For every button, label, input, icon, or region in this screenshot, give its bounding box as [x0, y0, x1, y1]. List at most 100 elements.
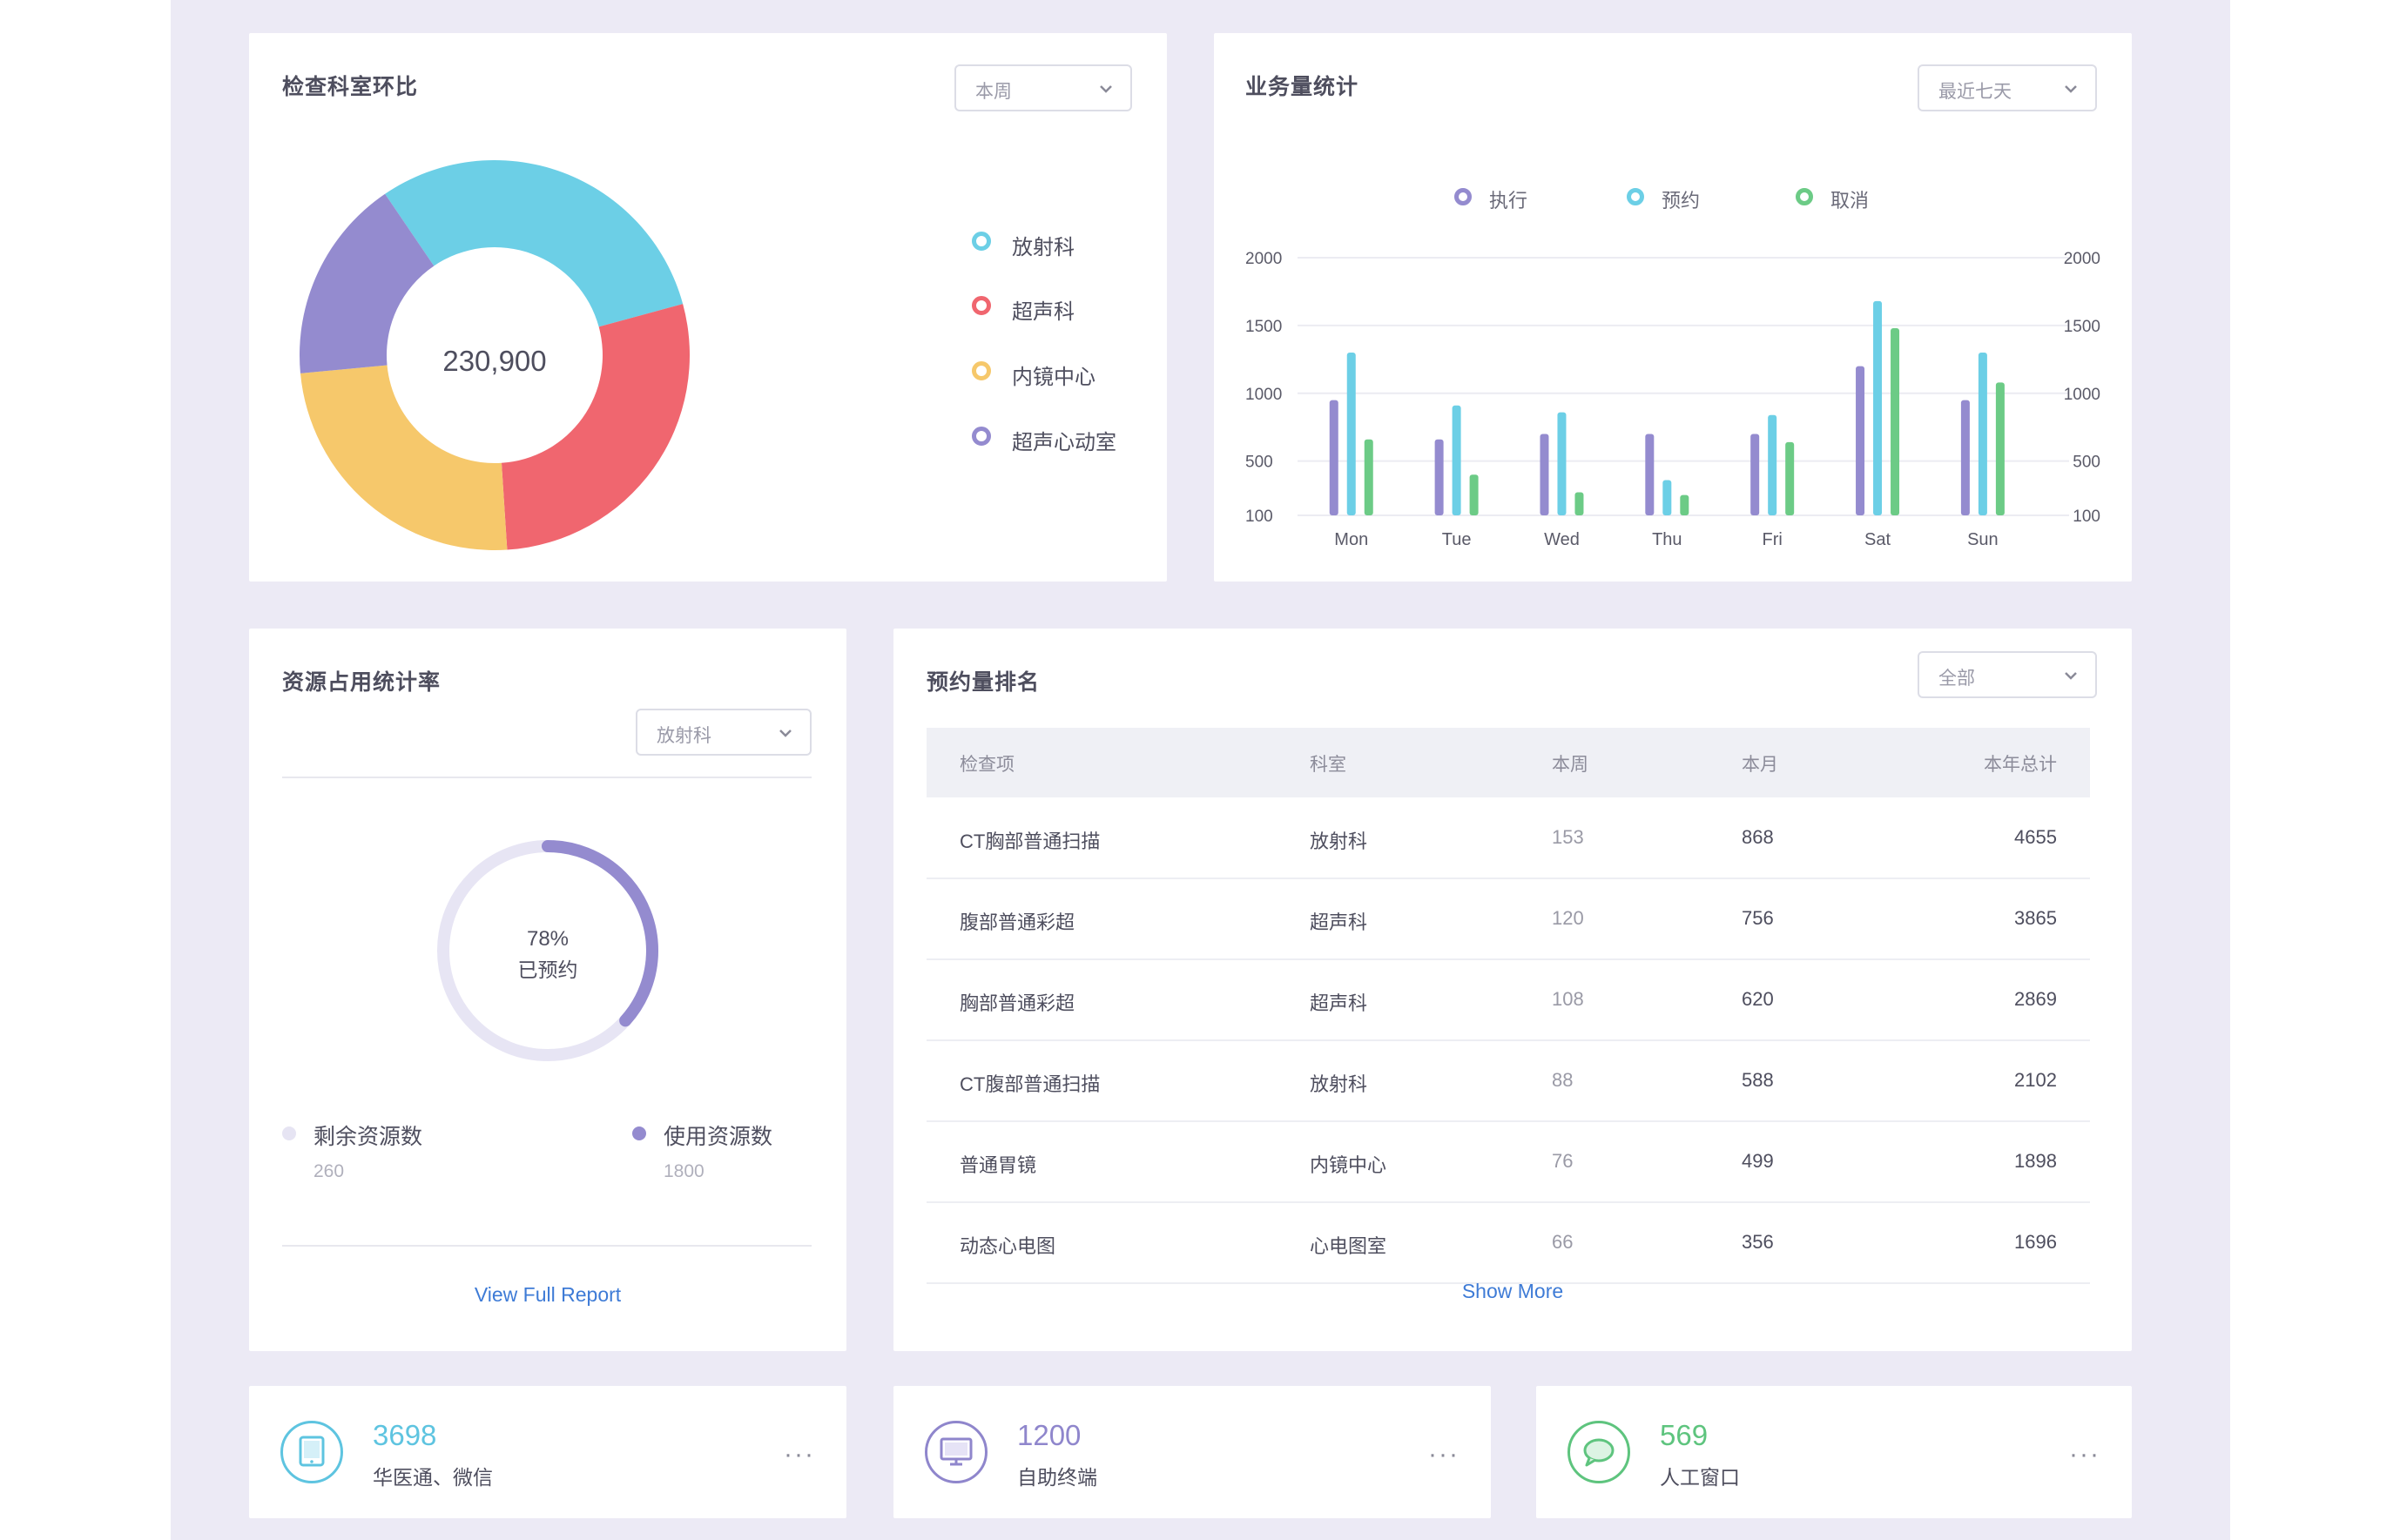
legend-label: 放射科	[1012, 236, 1075, 259]
gauge-percent: 78%	[527, 927, 569, 951]
bar[interactable]	[1540, 434, 1549, 515]
usage-gauge: 78% 已预约	[437, 840, 658, 1061]
table-row[interactable]: 动态心电图 心电图室 66 356 1696	[927, 1202, 2090, 1284]
stat-label: 华医通、微信	[373, 1466, 493, 1489]
legend-ring-icon	[972, 361, 991, 380]
table-cell: 放射科	[1310, 831, 1368, 852]
select-value: 本周	[975, 82, 1012, 102]
donut-slice[interactable]	[300, 365, 508, 550]
table-cell: 153	[1552, 826, 1584, 848]
table-cell: CT腹部普通扫描	[960, 1073, 1101, 1095]
card-title: 预约量排名	[927, 670, 1041, 695]
table-row[interactable]: 腹部普通彩超 超声科 120 756 3865	[927, 878, 2090, 960]
table-cell: 普通胃镜	[960, 1154, 1037, 1176]
chevron-down-icon	[1100, 85, 1112, 93]
show-more-link[interactable]: Show More	[1461, 1280, 1564, 1302]
donut-slice[interactable]	[501, 304, 690, 550]
bar[interactable]	[1750, 434, 1760, 515]
table-cell: 动态心电图	[960, 1235, 1056, 1257]
table-cell: 心电图室	[1310, 1235, 1387, 1257]
bar[interactable]	[1574, 492, 1584, 515]
legend-ring-icon	[1796, 188, 1813, 205]
chevron-down-icon	[2065, 672, 2077, 680]
card-title: 资源占用统计率	[282, 670, 442, 695]
table-cell: 2102	[2014, 1069, 2057, 1091]
divider	[282, 777, 812, 778]
legend-label: 预约	[1662, 190, 1701, 212]
y-tick-left: 500	[1245, 454, 1273, 472]
column-header: 本周	[1552, 755, 1588, 775]
remaining-legend-dot	[282, 1126, 296, 1140]
bar[interactable]	[1891, 328, 1900, 515]
table-row[interactable]: CT胸部普通扫描 放射科 153 868 4655	[927, 797, 2090, 879]
view-full-report-link[interactable]: View Full Report	[474, 1283, 622, 1306]
donut-slice[interactable]	[385, 159, 684, 327]
y-tick-left: 1500	[1245, 318, 1282, 336]
bar[interactable]	[1785, 441, 1795, 515]
bar[interactable]	[1960, 400, 1970, 515]
monitor-icon	[925, 1421, 988, 1483]
table-cell: 腹部普通彩超	[960, 911, 1075, 933]
bar[interactable]	[1469, 474, 1479, 515]
bar[interactable]	[1346, 353, 1356, 515]
column-header: 科室	[1310, 755, 1346, 775]
table-cell: 3865	[2014, 907, 2057, 929]
bar[interactable]	[1856, 366, 1865, 515]
resource-usage-card: 资源占用统计率 放射科 78% 已预约 剩余资源数 260 使用资源数 1800…	[249, 629, 846, 1351]
rank-filter-select[interactable]: 全部	[1918, 651, 2097, 698]
used-value: 1800	[664, 1161, 704, 1181]
donut-center-total: 230,900	[442, 345, 546, 377]
table-cell: 868	[1742, 826, 1774, 848]
stat-number: 3698	[373, 1419, 437, 1451]
more-options-icon[interactable]: ···	[784, 1440, 815, 1469]
table-row[interactable]: CT腹部普通扫描 放射科 88 588 2102	[927, 1040, 2090, 1122]
donut-slice[interactable]	[300, 193, 435, 373]
dept-period-select[interactable]: 本周	[954, 64, 1132, 111]
table-cell: 1696	[2014, 1231, 2057, 1253]
bar[interactable]	[1434, 439, 1444, 515]
table-row[interactable]: 胸部普通彩超 超声科 108 620 2869	[927, 959, 2090, 1041]
business-stats-card: 业务量统计 最近七天 执行 预约 取消 2000 2000 1500 1500 1000 10…	[1214, 33, 2132, 582]
legend-label: 超声心动室	[1012, 431, 1116, 454]
legend-ring-icon	[1627, 188, 1644, 205]
bar[interactable]	[1873, 300, 1883, 515]
bar[interactable]	[1995, 382, 2005, 515]
card-title: 检查科室环比	[282, 75, 419, 99]
bar-chart: 2000 2000 1500 1500 1000 1000 500 500 100 100 Mon T…	[1245, 250, 2100, 549]
stat-number: 1200	[1017, 1419, 1082, 1451]
table-cell: 1898	[2014, 1150, 2057, 1172]
card-title: 业务量统计	[1245, 75, 1359, 99]
more-options-icon[interactable]: ···	[2069, 1440, 2100, 1469]
bar[interactable]	[1768, 414, 1777, 515]
tablet-icon	[280, 1421, 343, 1483]
legend-ring-icon	[972, 232, 991, 251]
table-row[interactable]: 普通胃镜 内镜中心 76 499 1898	[927, 1121, 2090, 1203]
select-value: 放射科	[657, 726, 711, 746]
table-cell: 内镜中心	[1310, 1154, 1387, 1176]
bar[interactable]	[1452, 405, 1461, 515]
stat-label: 自助终端	[1017, 1466, 1097, 1489]
gauge-label: 已预约	[518, 958, 578, 981]
divider	[282, 1245, 812, 1247]
remaining-label: 剩余资源数	[313, 1125, 423, 1149]
more-options-icon[interactable]: ···	[1428, 1440, 1460, 1469]
legend-ring-icon	[972, 427, 991, 446]
bar[interactable]	[1645, 434, 1655, 515]
table-cell: 放射科	[1310, 1073, 1368, 1095]
legend-label: 执行	[1489, 190, 1528, 212]
y-tick-left: 100	[1245, 508, 1273, 526]
business-period-select[interactable]: 最近七天	[1918, 64, 2097, 111]
y-tick-left: 1000	[1245, 386, 1282, 404]
resource-dept-select[interactable]: 放射科	[636, 709, 812, 756]
stat-card-counter: 569 人工窗口 ···	[1536, 1386, 2132, 1518]
bar[interactable]	[1680, 494, 1689, 515]
booking-rank-card: 预约量排名 全部 检查项 科室 本周 本月 本年总计 CT胸部普通扫描 放射科 15…	[893, 629, 2132, 1351]
bar[interactable]	[1557, 412, 1567, 515]
bar[interactable]	[1364, 439, 1373, 515]
bar[interactable]	[1329, 400, 1338, 515]
stat-label: 人工窗口	[1660, 1466, 1740, 1489]
bar[interactable]	[1662, 480, 1672, 515]
remaining-value: 260	[313, 1161, 345, 1181]
bar[interactable]	[1978, 353, 1987, 515]
x-tick-label: Fri	[1763, 530, 1783, 549]
